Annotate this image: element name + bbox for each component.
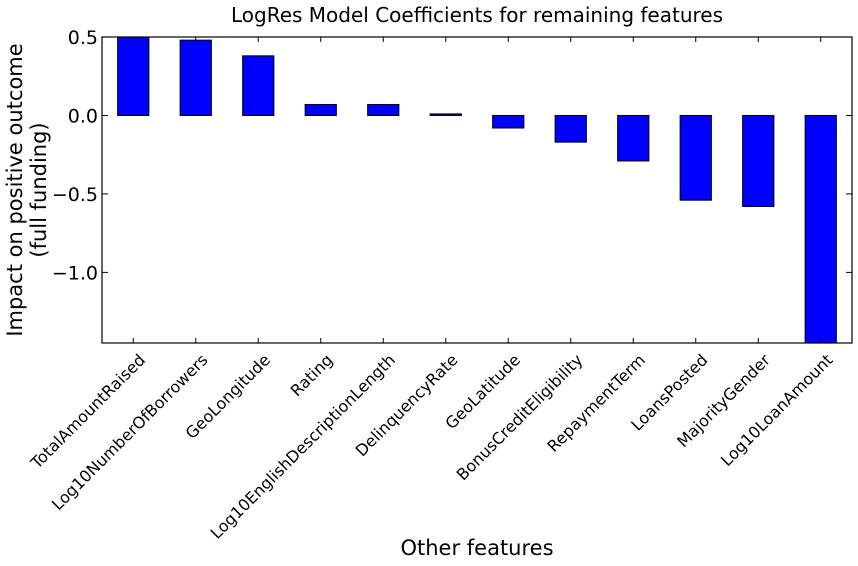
bar-7: [554, 114, 587, 143]
x-axis-label: Other features: [400, 536, 553, 560]
y-tick-label: 0.0: [68, 105, 98, 127]
y-tick-label: 0.5: [68, 27, 98, 49]
bar-2: [242, 55, 275, 116]
y-axis-label: Impact on positive outcome (full funding…: [3, 43, 51, 336]
bar-9: [679, 114, 712, 201]
y-tick-label: −1.0: [52, 262, 98, 284]
x-tick-label: TotalAmountRaised: [26, 350, 149, 473]
bars-layer: [117, 36, 837, 344]
x-tick-label: Rating: [287, 350, 337, 400]
chart-title: LogRes Model Coefficients for remaining …: [231, 3, 723, 27]
y-axis-label-line-2: (full funding): [27, 122, 51, 257]
plot-frame: [101, 36, 853, 344]
bar-3: [304, 103, 337, 116]
y-axis-label-line-1: Impact on positive outcome: [3, 43, 27, 336]
bar-5: [429, 113, 462, 116]
bar-1: [179, 39, 212, 116]
bar-11: [804, 114, 837, 344]
bar-6: [492, 114, 525, 129]
bar-4: [367, 103, 400, 116]
x-tick-label: BonusCreditEligibility: [453, 350, 587, 484]
bar-0: [117, 36, 150, 116]
bar-10: [742, 114, 775, 207]
bar-8: [617, 114, 650, 162]
x-tick-label: Log10LoanAmount: [717, 350, 837, 470]
y-tick-label: −0.5: [52, 184, 98, 206]
y-axis-ticks: 0.5 0.0 −0.5 −1.0: [52, 27, 852, 284]
